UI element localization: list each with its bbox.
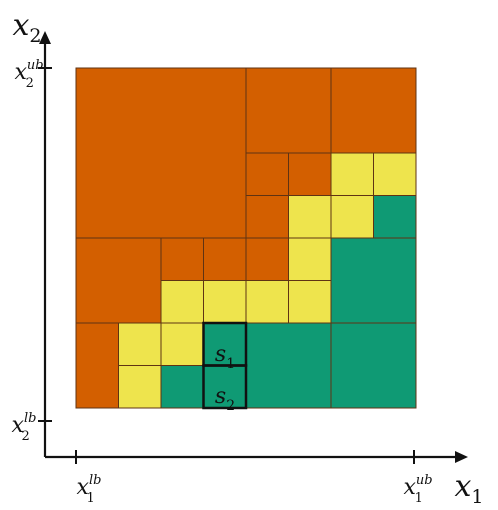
regions-layer (75, 67, 417, 409)
highlight-layer (202, 321, 248, 410)
boundary-cell-16 (245, 280, 289, 324)
y-ub-label-part-sup: ub (27, 58, 44, 73)
infeasible-cell-5 (245, 237, 289, 281)
x-axis-label-part-sub: 1 (471, 486, 483, 508)
axes-layer (38, 31, 468, 464)
y-axis-arrowhead (39, 31, 51, 44)
y-lb-label-part-sub: 2 (21, 429, 29, 444)
s2-label-part-main: s (215, 384, 226, 409)
x-lb-label-part-sup: lb (89, 473, 101, 488)
s2-label-part-sub: 2 (226, 398, 235, 414)
boundary-cell-21 (330, 152, 374, 196)
x-axis-label-part-main: x (454, 469, 471, 504)
y-lb-label-part-main: x (12, 413, 25, 438)
feasible-cell-28 (330, 237, 417, 324)
y-lb-label: xlb 2 (12, 411, 37, 444)
y-axis-label-part-sub: 2 (29, 25, 41, 47)
infeasible-cell-2 (75, 322, 119, 409)
x-lb-label-part-sub: 1 (86, 491, 94, 506)
infeasible-cell-4 (203, 237, 247, 281)
infeasible-cell-8 (288, 152, 332, 196)
s1-label-part-main: s (215, 342, 226, 367)
boundary-cell-18 (288, 237, 332, 281)
y-ub-label: xub 2 (14, 58, 43, 91)
feasible-cell-29 (373, 195, 417, 239)
boundary-cell-12 (118, 322, 162, 366)
s1-label-part-sub: 1 (226, 356, 235, 372)
y-ub-label-part-main: x (14, 60, 27, 85)
infeasible-cell-9 (245, 67, 332, 154)
infeasible-cell-1 (75, 237, 162, 324)
x-lb-label: xlb 1 (77, 473, 102, 506)
x-ub-label-part-main: x (403, 475, 416, 500)
y-axis-label-part-main: x (12, 8, 29, 43)
x-axis-label: x1 (454, 469, 483, 508)
boundary-cell-22 (373, 152, 417, 196)
boundary-cell-19 (288, 195, 332, 239)
x-axis-arrowhead (455, 451, 468, 463)
s2-outline (202, 364, 248, 410)
boundary-cell-15 (203, 280, 247, 324)
x-ub-label-part-sup: ub (416, 473, 433, 488)
y-lb-label-part-sup: lb (24, 411, 36, 426)
infeasible-cell-6 (245, 195, 289, 239)
boundary-cell-20 (330, 195, 374, 239)
y-ub-label-part-sub: 2 (26, 76, 34, 91)
s2-label: s2 (215, 384, 235, 414)
x-lb-label-part-main: x (77, 475, 90, 500)
infeasible-cell-3 (160, 237, 204, 281)
feasible-cell-26 (245, 322, 332, 409)
boundary-cell-11 (118, 365, 162, 409)
feasible-cell-27 (330, 322, 417, 409)
boundary-cell-13 (160, 322, 204, 366)
infeasible-cell-10 (330, 67, 417, 154)
infeasible-cell-7 (245, 152, 289, 196)
y-axis-label: x2 (12, 8, 41, 47)
feasible-cell-23 (160, 365, 204, 409)
s1-label: s1 (215, 342, 235, 372)
boundary-cell-17 (288, 280, 332, 324)
x-ub-label-part-sub: 1 (415, 491, 423, 506)
x-ub-label: xub 1 (403, 473, 432, 506)
boundary-cell-14 (160, 280, 204, 324)
